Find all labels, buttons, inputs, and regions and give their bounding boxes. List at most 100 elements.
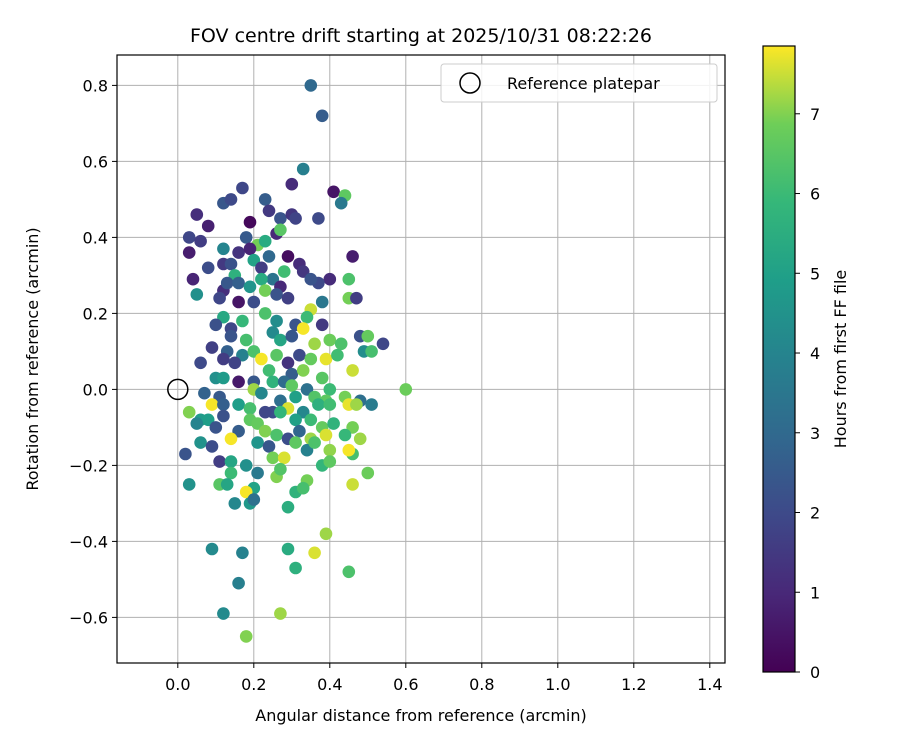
data-point [262, 440, 276, 453]
data-point [399, 383, 413, 396]
data-point [194, 436, 207, 449]
data-point [293, 424, 306, 438]
data-point [312, 398, 325, 411]
data-point [243, 280, 257, 294]
data-point [198, 386, 211, 400]
data-point [205, 440, 219, 453]
data-point [239, 630, 253, 643]
data-point [232, 375, 245, 389]
data-point [323, 398, 337, 411]
data-point [315, 371, 329, 385]
data-point [285, 379, 299, 392]
data-point [251, 466, 264, 480]
data-point [247, 493, 261, 506]
data-point [232, 295, 245, 309]
data-point [209, 318, 223, 332]
data-point [251, 436, 264, 449]
data-point [224, 193, 238, 206]
data-point [289, 436, 302, 449]
data-point [205, 398, 219, 411]
data-point [258, 193, 272, 206]
data-point [319, 428, 333, 442]
data-point [376, 337, 390, 351]
colorbar-tick-label: 5 [810, 264, 820, 283]
data-point [342, 443, 356, 457]
legend: Reference platepar [440, 63, 718, 103]
data-point [217, 242, 230, 256]
x-tick-label: 0.8 [469, 675, 494, 694]
data-point [277, 451, 291, 465]
data-point [315, 295, 329, 309]
data-point [190, 288, 204, 301]
data-point [255, 352, 268, 366]
data-point [323, 455, 337, 468]
data-point [334, 196, 348, 210]
data-point [201, 261, 215, 275]
data-point [312, 212, 325, 225]
data-point [289, 212, 302, 225]
data-point [285, 177, 299, 191]
data-point [342, 272, 356, 286]
data-point [262, 250, 276, 263]
legend-box [440, 63, 718, 103]
data-point [201, 219, 215, 233]
colorbar: 0 1 2 3 4 5 6 7 Hours from first FF file [762, 45, 850, 682]
y-tick-label: −0.4 [69, 532, 108, 551]
data-point [338, 428, 352, 442]
data-point [232, 246, 245, 259]
data-point [274, 212, 287, 225]
data-point [258, 424, 272, 438]
data-point [304, 413, 318, 427]
data-point [296, 322, 310, 335]
chart-title: FOV centre drift starting at 2025/10/31 … [190, 25, 652, 47]
data-point [194, 234, 207, 248]
data-point [247, 295, 261, 309]
data-point [334, 337, 348, 351]
x-axis: 0.0 0.2 0.4 0.6 0.8 1.0 1.2 1.4 [165, 663, 723, 694]
data-point [258, 284, 272, 297]
data-point [255, 272, 268, 286]
data-point [266, 451, 280, 465]
data-point [220, 478, 234, 491]
colorbar-tick-label: 1 [810, 583, 820, 602]
x-tick-label: 0.4 [317, 675, 342, 694]
colorbar-tick-label: 2 [810, 504, 820, 523]
x-tick-label: 1.2 [621, 675, 646, 694]
data-point [289, 390, 302, 404]
data-point [220, 276, 234, 290]
data-point [217, 398, 230, 411]
data-point [217, 607, 230, 620]
data-point [327, 185, 340, 199]
data-point [182, 246, 196, 259]
data-point [224, 329, 238, 343]
data-point [274, 333, 287, 347]
data-point [296, 162, 310, 176]
data-point [182, 231, 196, 244]
colorbar-tick-label: 0 [810, 663, 820, 682]
data-point [289, 561, 302, 575]
data-point [243, 402, 257, 415]
data-point [350, 398, 363, 411]
data-point [232, 398, 245, 411]
data-point [270, 428, 283, 442]
data-point [346, 250, 359, 263]
y-axis-label: Rotation from reference (arcmin) [23, 227, 42, 490]
data-point [323, 333, 337, 347]
data-point [346, 364, 359, 377]
data-point [224, 466, 238, 480]
data-point [277, 265, 291, 278]
data-point [209, 421, 223, 434]
data-point [353, 432, 367, 446]
data-point [239, 459, 253, 472]
data-point [342, 565, 356, 579]
data-point [262, 204, 276, 218]
data-point [217, 352, 230, 366]
data-point [281, 500, 295, 514]
data-point [224, 432, 238, 446]
data-point [217, 409, 230, 423]
data-point [323, 443, 337, 457]
data-point [255, 386, 268, 400]
data-point [281, 291, 295, 305]
data-point [289, 413, 302, 427]
